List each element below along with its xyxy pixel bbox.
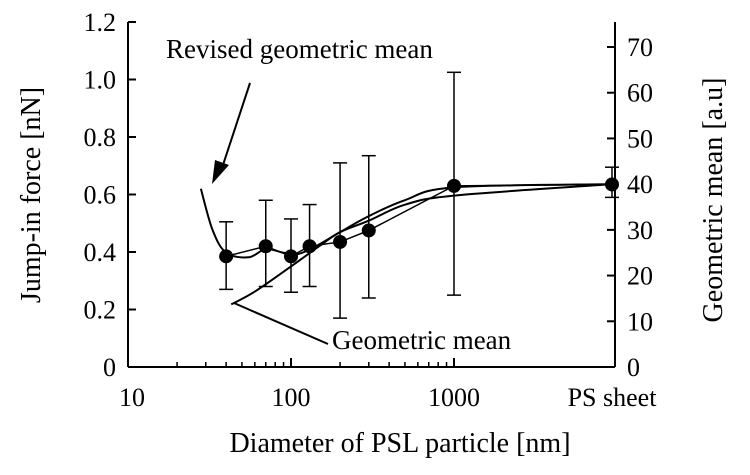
y-tick-label: 1.0 (84, 66, 117, 95)
data-point (333, 234, 348, 249)
y-tick-label: 0 (103, 353, 116, 382)
annotation-geometric-mean: Geometric mean (332, 325, 512, 355)
y2-tick-label: 70 (627, 33, 653, 62)
y2-tick-label: 50 (627, 124, 653, 153)
axes-group (127, 22, 616, 368)
y2-tick-label: 60 (627, 79, 653, 108)
y2-tick-label: 10 (627, 307, 653, 336)
annotation-arrow-head (212, 160, 229, 184)
data-point (219, 249, 234, 264)
data-point (447, 178, 461, 193)
x-tick-label: 1000 (428, 383, 480, 412)
y2-axis-title: Geometric mean [a.u] (698, 78, 729, 323)
x-tick-label: PS sheet (568, 383, 658, 412)
y-tick-label: 0.2 (84, 296, 117, 325)
y2-tick-label: 40 (627, 170, 653, 199)
y2-tick-label: 30 (627, 216, 653, 245)
data-point (258, 239, 273, 254)
x-axis-title: Diameter of PSL particle [nm] (229, 428, 570, 459)
y2-tick-label: 20 (627, 262, 653, 291)
y-tick-label: 0.4 (84, 238, 117, 267)
annotation-arrow-line (221, 82, 251, 169)
annotation-leader-line (233, 302, 329, 345)
error-bars-group (219, 71, 619, 319)
data-point (284, 249, 298, 264)
y-tick-label: 0.6 (84, 181, 117, 210)
points-group (219, 177, 619, 264)
y-axis-title: Jump-in force [nN] (16, 87, 47, 303)
data-point (302, 239, 317, 254)
data-point (361, 223, 376, 238)
x-tick-label: 10 (119, 383, 145, 412)
ticks-group (127, 21, 615, 368)
y-tick-label: 1.2 (84, 8, 117, 37)
annotation-revised-geometric-mean: Revised geometric mean (166, 34, 433, 64)
y2-tick-label: 0 (627, 353, 640, 382)
y-tick-label: 0.8 (84, 123, 117, 152)
data-connector-line (225, 183, 613, 258)
x-tick-label: 100 (272, 383, 311, 412)
